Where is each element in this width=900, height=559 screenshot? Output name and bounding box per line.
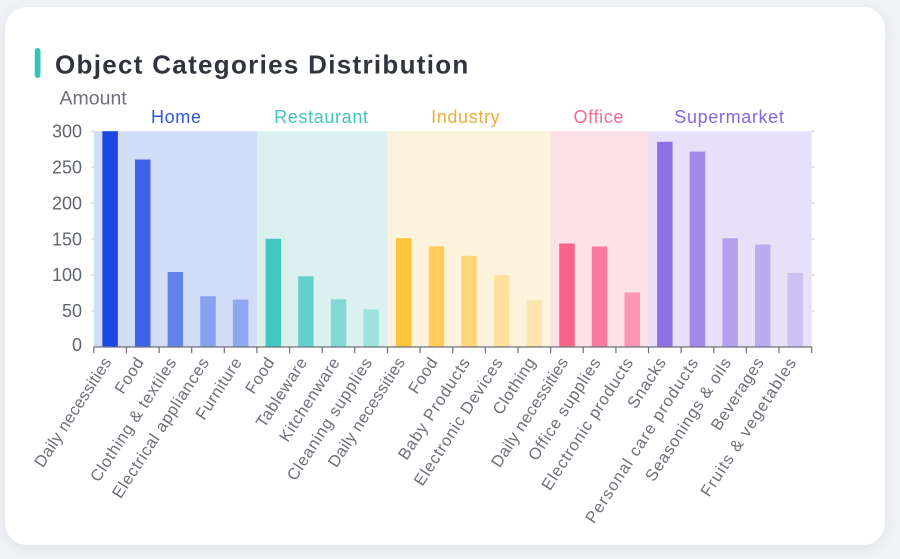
- svg-text:Restaurant: Restaurant: [274, 107, 369, 127]
- svg-text:200: 200: [52, 193, 82, 213]
- svg-text:Office: Office: [574, 107, 625, 127]
- svg-text:Home: Home: [151, 107, 202, 127]
- svg-text:100: 100: [52, 265, 82, 285]
- svg-text:0: 0: [72, 335, 82, 355]
- svg-text:150: 150: [52, 229, 82, 249]
- svg-text:Supermarket: Supermarket: [674, 107, 784, 127]
- svg-text:Object Categories Distribution: Object Categories Distribution: [55, 50, 470, 80]
- svg-text:250: 250: [52, 157, 82, 177]
- svg-text:50: 50: [62, 301, 82, 321]
- svg-text:Amount: Amount: [60, 88, 128, 110]
- svg-text:Industry: Industry: [431, 107, 500, 127]
- svg-text:300: 300: [52, 122, 82, 142]
